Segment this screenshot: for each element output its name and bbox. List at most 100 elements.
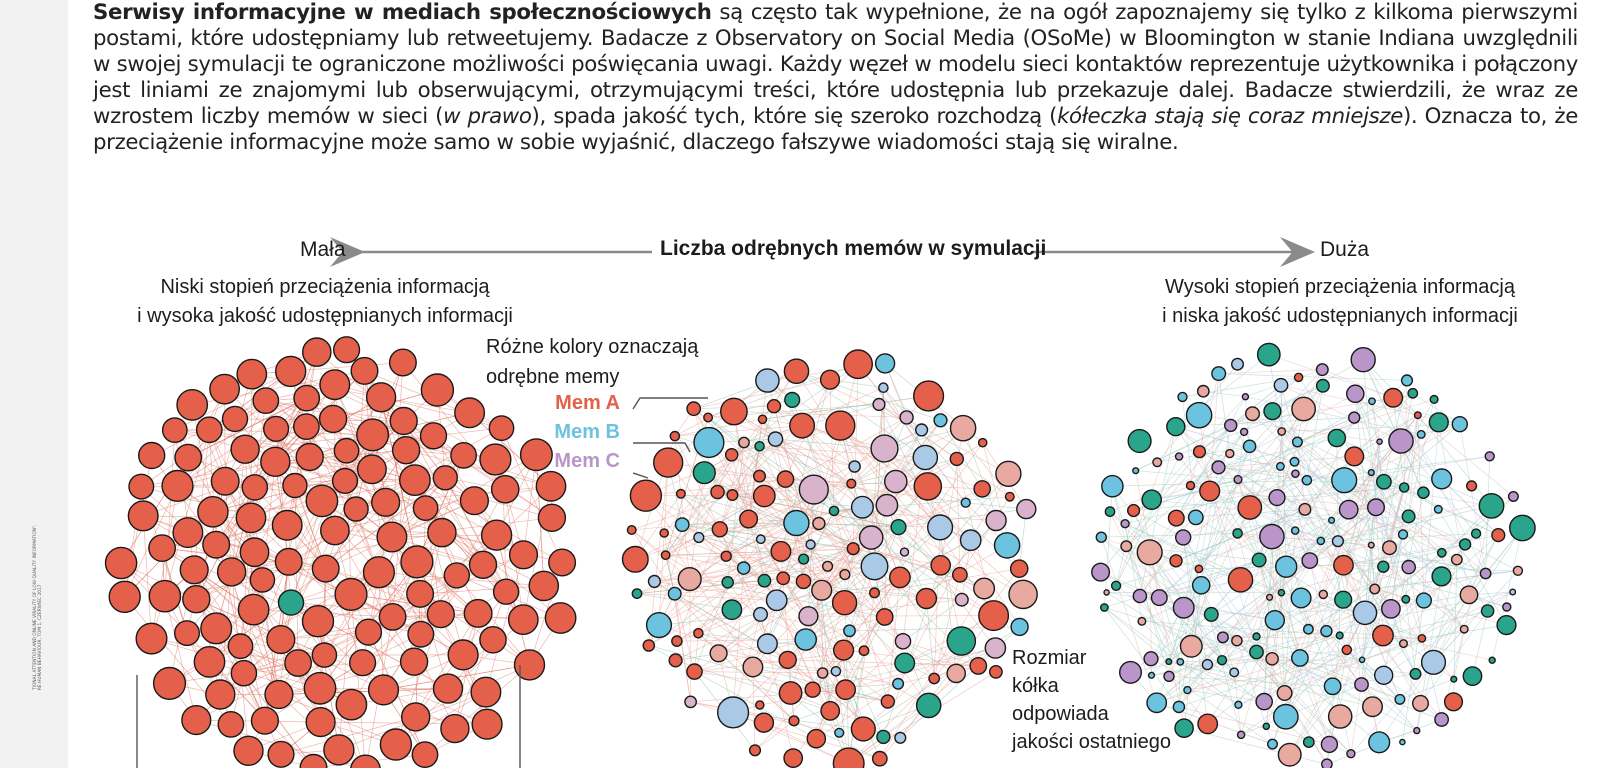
right-network-node [1194, 564, 1204, 574]
right-network-node [1191, 576, 1211, 595]
left-network-node [260, 446, 291, 477]
left-network-node [440, 713, 470, 744]
right-network-edge [1125, 479, 1307, 525]
right-network-node [1320, 624, 1333, 638]
left-network-node [454, 397, 486, 429]
right-network-edge [1218, 437, 1337, 468]
middle-network-node [798, 606, 819, 627]
left-network-node [470, 676, 502, 708]
left-network-node [303, 671, 337, 705]
right-network-edge [1405, 599, 1416, 674]
left-network-node [235, 502, 267, 534]
middle-network-edge [676, 609, 733, 642]
right-network-edge [1236, 640, 1285, 694]
left-network-node [182, 585, 211, 614]
left-network-node [200, 612, 233, 645]
left-network-node [241, 474, 269, 501]
right-network-edge [1104, 607, 1180, 708]
middle-network-node [765, 589, 788, 612]
right-network-node [1290, 526, 1300, 535]
right-network-edge [1133, 485, 1191, 511]
right-network-node [1344, 446, 1365, 467]
left-network-node [379, 728, 413, 761]
right-network-node [1291, 396, 1317, 422]
right-panel-title-line-1: Wysoki stopień przeciążenia informacją [1165, 276, 1515, 298]
middle-network-node [721, 599, 743, 621]
middle-network-node [913, 472, 943, 501]
right-network-node [1417, 486, 1430, 500]
right-network-edge [1299, 516, 1409, 659]
left-network-edge [395, 691, 487, 745]
middle-network-node [894, 652, 916, 674]
left-network-node [193, 646, 226, 678]
right-network-edge [1343, 534, 1499, 566]
middle-network-node [778, 681, 803, 705]
left-network-node [400, 545, 434, 579]
left-network-edge [290, 602, 441, 615]
middle-network-node [721, 576, 735, 589]
right-network-node [1338, 499, 1359, 520]
left-network-node [237, 593, 270, 626]
right-network-node [1429, 394, 1439, 405]
right-network-node [1229, 667, 1240, 678]
middle-network-node [783, 358, 810, 385]
middle-network-edge [851, 458, 957, 484]
middle-network-node [711, 521, 728, 538]
middle-network-edge [733, 411, 888, 506]
right-network-node [1100, 603, 1109, 612]
right-network-node [1509, 514, 1536, 542]
middle-network-edge [792, 689, 846, 759]
middle-network-edge [631, 529, 690, 580]
left-network-node [267, 740, 295, 768]
left-network-edge [372, 412, 470, 436]
middle-network-node [626, 525, 637, 536]
right-network-node [1211, 366, 1227, 382]
right-network-edge [1269, 597, 1309, 630]
middle-network-node [686, 663, 703, 680]
left-network-node [376, 521, 408, 553]
left-network-node [480, 519, 513, 551]
right-network-node [1381, 599, 1401, 619]
middle-network-edge [776, 574, 960, 601]
middle-network-node [899, 547, 910, 557]
middle-network-node [821, 560, 834, 572]
left-network-edge [251, 373, 382, 398]
left-network-node [179, 555, 209, 585]
intro-paragraph: Serwisy informacyjne w mediach społeczno… [93, 0, 1578, 156]
middle-network-edge [707, 417, 814, 490]
middle-network-edge [787, 630, 850, 661]
right-network-edge [1168, 479, 1239, 662]
right-network-node [1431, 566, 1452, 587]
right-network-node [1323, 677, 1342, 696]
middle-network-node [755, 700, 765, 710]
middle-network-node [671, 635, 683, 647]
right-network-edge [1265, 658, 1273, 727]
middle-network-edge [796, 370, 926, 458]
right-network-node [1230, 357, 1244, 371]
right-network-edge [1135, 470, 1160, 598]
right-network-node [1465, 480, 1478, 492]
right-network-node [1397, 529, 1409, 540]
right-network-node [1169, 554, 1183, 568]
right-network-node [1272, 703, 1299, 730]
right-network-node [1361, 696, 1383, 718]
right-network-edge [1269, 507, 1377, 598]
right-network-edge [1150, 658, 1239, 706]
left-network-node [137, 441, 166, 470]
middle-network-node [703, 412, 714, 423]
middle-network-edge [900, 615, 994, 739]
left-network-edge [280, 500, 323, 640]
middle-network-node [677, 566, 702, 592]
right-network-edge [1258, 559, 1276, 621]
left-network-node [305, 706, 336, 738]
right-network-node [1373, 665, 1394, 685]
middle-network-node [858, 525, 884, 550]
size-note: Rozmiar kółka odpowiada jakości ostatnie… [1012, 644, 1182, 756]
right-network-edge [1133, 510, 1184, 538]
middle-network-edge [934, 647, 996, 679]
right-network-node [1199, 480, 1221, 502]
left-network-edge [391, 517, 552, 538]
right-network-edge [1271, 536, 1276, 621]
middle-network-edge [810, 504, 888, 545]
right-network-edge [1156, 672, 1235, 704]
